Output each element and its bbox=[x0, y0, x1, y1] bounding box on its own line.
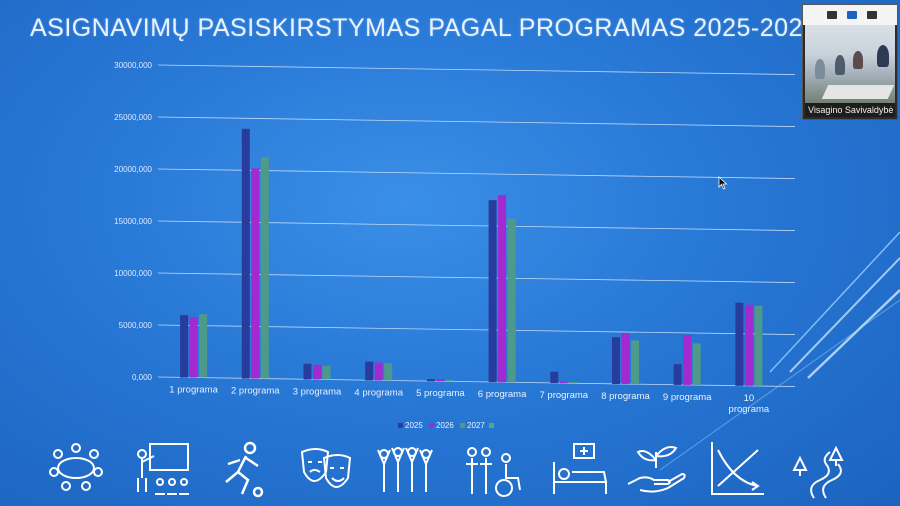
screen-icon[interactable] bbox=[827, 11, 837, 19]
category-labels: 1 programa 2 programa 3 programa 4 programa… bbox=[169, 385, 770, 415]
y-tick-label: 30000,000 bbox=[114, 61, 152, 70]
y-tick-label: 5000,000 bbox=[119, 321, 153, 330]
hand-plant-icon bbox=[627, 446, 686, 493]
category-label: 6 programa bbox=[478, 389, 527, 400]
category-label: 9 programa bbox=[663, 392, 712, 403]
participant-figure bbox=[815, 59, 825, 79]
bar-2025-1 bbox=[180, 315, 189, 378]
bar-2026-2 bbox=[251, 168, 260, 379]
video-toolbar bbox=[803, 5, 897, 25]
y-tick-label: 0,000 bbox=[132, 373, 153, 382]
family-wheelchair-icon bbox=[466, 447, 521, 497]
category-label: 5 programa bbox=[416, 388, 465, 399]
legend-swatch-extra bbox=[489, 423, 494, 428]
bar-2027-4 bbox=[384, 363, 393, 381]
bar-2027-5 bbox=[445, 379, 454, 382]
category-label: 4 programa bbox=[354, 387, 403, 398]
group-people-icon bbox=[377, 447, 433, 492]
camera-icon[interactable] bbox=[847, 11, 857, 19]
bar-2025-7 bbox=[550, 371, 559, 384]
category-label: 1 programa bbox=[169, 385, 218, 396]
graph-decline-icon bbox=[711, 442, 764, 495]
gridline bbox=[157, 64, 796, 75]
legend: 2025 2026 2027 bbox=[398, 421, 494, 430]
bar-2027-6 bbox=[507, 218, 516, 383]
bar-2025-4 bbox=[365, 361, 374, 381]
bar-2026-6 bbox=[498, 194, 507, 383]
road-trees-icon bbox=[792, 445, 844, 499]
bar-2027-9 bbox=[692, 343, 701, 385]
meeting-table bbox=[821, 85, 895, 99]
legend-swatch-2026 bbox=[429, 423, 434, 428]
hospital-bed-icon bbox=[553, 443, 607, 494]
bar-2026-8 bbox=[621, 333, 630, 385]
gridline bbox=[157, 376, 796, 387]
bar-2025-5 bbox=[426, 379, 435, 382]
gridline bbox=[157, 116, 796, 127]
bar-2026-10 bbox=[744, 304, 753, 386]
video-caption: Visagino Savivaldybė bbox=[805, 103, 895, 117]
video-call-thumbnail[interactable]: Visagino Savivaldybė bbox=[802, 4, 898, 120]
bar-2025-2 bbox=[241, 128, 250, 379]
legend-swatch-2027 bbox=[460, 423, 465, 428]
y-tick-label: 25000,000 bbox=[114, 113, 152, 122]
category-label: 7 programa bbox=[539, 390, 588, 401]
bar-2027-7 bbox=[569, 382, 578, 384]
bar-2026-7 bbox=[559, 382, 568, 384]
bar-2025-8 bbox=[611, 337, 620, 385]
bar-2025-6 bbox=[488, 200, 497, 383]
theatre-masks-icon bbox=[300, 448, 352, 488]
legend-swatch-2025 bbox=[398, 423, 403, 428]
participant-figure bbox=[835, 55, 845, 75]
category-label: 2 programa bbox=[231, 385, 280, 396]
bar-2027-3 bbox=[322, 365, 331, 380]
chart-title: ASIGNAVIMŲ PASISKIRSTYMAS PAGAL PROGRAMA… bbox=[30, 14, 810, 42]
legend-label-2027: 2027 bbox=[467, 421, 485, 430]
y-tick-label: 10000,000 bbox=[114, 269, 152, 278]
category-label: programa bbox=[729, 404, 770, 415]
legend-label-2025: 2025 bbox=[405, 421, 423, 430]
category-label: 10 bbox=[744, 393, 755, 404]
bar-2025-9 bbox=[673, 364, 682, 385]
bar-2025-3 bbox=[303, 363, 312, 380]
category-label: 3 programa bbox=[293, 386, 342, 397]
y-tick-label: 20000,000 bbox=[114, 165, 152, 174]
video-feed bbox=[805, 25, 895, 107]
bar-2026-5 bbox=[436, 379, 445, 382]
legend-label-2026: 2026 bbox=[436, 421, 454, 430]
bar-2027-10 bbox=[754, 305, 763, 386]
bar-2027-8 bbox=[630, 340, 639, 385]
bars bbox=[180, 128, 763, 386]
bar-2026-9 bbox=[683, 335, 692, 385]
runner-icon bbox=[225, 441, 264, 498]
bar-2026-4 bbox=[374, 362, 383, 381]
category-label: 8 programa bbox=[601, 391, 650, 402]
teacher-presentation-icon bbox=[137, 443, 189, 495]
window-icon[interactable] bbox=[867, 11, 877, 19]
y-axis-ticks: 0,000 5000,000 10000,000 15000,000 20000,000… bbox=[114, 61, 152, 382]
meeting-icon bbox=[49, 443, 103, 491]
bar-2027-1 bbox=[199, 314, 208, 378]
participant-figure bbox=[877, 45, 889, 67]
bar-2026-1 bbox=[189, 317, 198, 378]
participant-figure bbox=[853, 51, 863, 69]
bar-2025-10 bbox=[735, 302, 744, 386]
y-tick-label: 15000,000 bbox=[114, 217, 152, 226]
bar-2026-3 bbox=[312, 364, 321, 380]
program-icons-row bbox=[40, 438, 860, 502]
bar-2027-2 bbox=[260, 156, 269, 379]
mouse-cursor-icon bbox=[718, 176, 728, 190]
